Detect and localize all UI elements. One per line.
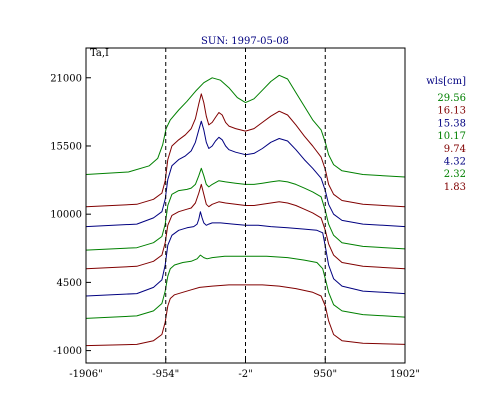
y-tick-label-3: 4500	[57, 278, 82, 289]
legend-entry-1: 16.13	[437, 106, 466, 117]
series-line-2	[85, 120, 406, 228]
series-line-5	[85, 211, 406, 297]
legend-entry-7: 1.83	[444, 182, 466, 193]
legend-entry-5: 4.32	[444, 157, 466, 168]
series-line-4	[85, 183, 406, 270]
series-line-3	[85, 167, 406, 251]
legend-entry-4: 9.74	[444, 144, 466, 155]
x-tick-label-3: 950"	[313, 369, 337, 380]
y-tick-label-1: 15500	[50, 141, 82, 152]
x-tick-label-4: 1902"	[390, 369, 420, 380]
series-lines	[85, 74, 406, 347]
y-tick-label-2: 10000	[50, 210, 82, 221]
chart-title: SUN: 1997-05-08	[201, 36, 289, 47]
legend-entry-0: 29.56	[437, 93, 466, 104]
legend-entry-2: 15.38	[437, 118, 466, 129]
legend-entry-6: 2.32	[444, 169, 466, 180]
series-line-6	[85, 254, 406, 319]
series-line-7	[85, 284, 406, 347]
x-tick-label-0: -1906"	[69, 369, 102, 380]
y-tick-label-4: -1000	[53, 346, 82, 357]
legend-title: wls[cm]	[426, 76, 466, 87]
reference-lines	[165, 48, 326, 363]
y-axis-ticks: 21000 15500 10000 4500 -1000	[50, 73, 91, 357]
series-line-1	[85, 93, 406, 208]
legend-entry-3: 10.17	[437, 131, 466, 142]
x-tick-label-2: -2"	[238, 369, 252, 380]
x-axis-ticks: -1906" -954" -2" 950" 1902"	[69, 358, 420, 380]
y-axis-label: Ta,I	[90, 48, 109, 59]
y-tick-label-0: 21000	[50, 73, 82, 84]
x-tick-label-1: -954"	[152, 369, 179, 380]
